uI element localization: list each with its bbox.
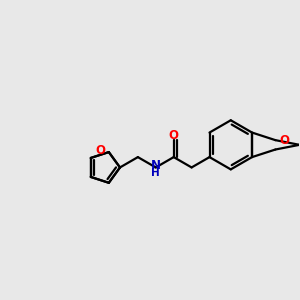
Text: O: O (279, 134, 289, 147)
Text: O: O (96, 144, 106, 157)
Text: H: H (152, 168, 160, 178)
Text: N: N (151, 159, 161, 172)
Text: O: O (169, 129, 179, 142)
